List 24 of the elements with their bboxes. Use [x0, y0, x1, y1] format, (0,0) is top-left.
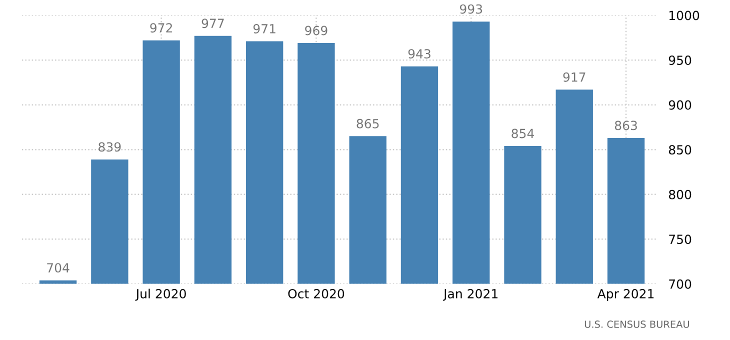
data-label: 943	[408, 49, 430, 59]
data-label: 917	[563, 72, 586, 82]
x-tick-label: Oct 2020	[288, 288, 344, 298]
data-label: 839	[98, 142, 121, 152]
data-label: 972	[150, 23, 172, 33]
data-label: 977	[202, 18, 224, 28]
data-label: 971	[253, 24, 276, 34]
data-label: 704	[47, 263, 70, 273]
data-label: 863	[614, 120, 637, 130]
data-label: 865	[356, 118, 379, 128]
y-tick-label: 700	[669, 279, 692, 289]
data-label: 993	[460, 4, 482, 14]
y-tick-label: 750	[669, 234, 692, 244]
y-tick-label: 950	[668, 56, 692, 65]
text: U.S. CENSUS BUREAU	[584, 320, 690, 328]
y-tick-label: 900	[668, 100, 692, 110]
data-label: 854	[512, 128, 534, 138]
data-label: 969	[305, 26, 328, 36]
y-tick-label: 850	[668, 145, 692, 155]
y-tick-label: 800	[668, 190, 692, 200]
x-tick-label: Apr 2021	[597, 288, 654, 301]
x-tick-label: Jan 2021	[442, 288, 498, 301]
x-tick-label: Jul 2020	[135, 288, 186, 301]
y-tick-label: 1000	[669, 10, 700, 20]
